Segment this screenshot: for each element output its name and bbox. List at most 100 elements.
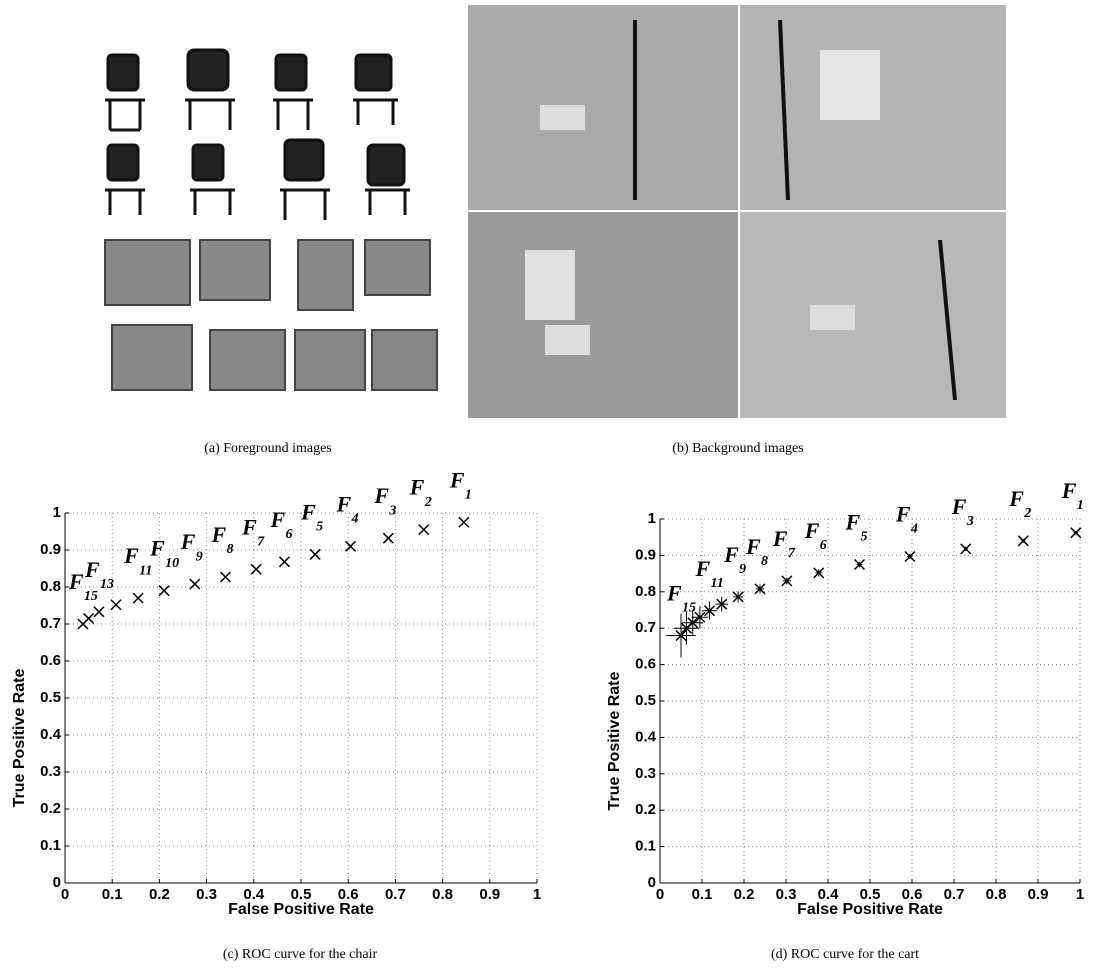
- y-tick-label: 0: [648, 874, 656, 891]
- point-label: F: [210, 522, 226, 547]
- point-label-sub: 3: [966, 514, 974, 529]
- point-label-sub: 4: [351, 512, 359, 527]
- point: [279, 557, 289, 567]
- point-label: F: [149, 536, 165, 561]
- x-tick-label: 0.1: [102, 886, 123, 903]
- x-axis-label: False Positive Rate: [797, 901, 943, 918]
- foreground-images: [105, 50, 410, 220]
- point-label-sub: 1: [465, 487, 472, 502]
- y-tick-label: 0.6: [635, 656, 656, 673]
- point-label: F: [449, 467, 465, 492]
- point: [419, 525, 429, 535]
- y-tick-label: 0.4: [40, 726, 62, 743]
- x-tick-label: 0.9: [479, 886, 500, 903]
- y-axis-label: True Positive Rate: [11, 669, 28, 808]
- point-label: F: [373, 483, 389, 508]
- x-tick-label: 0.8: [432, 886, 453, 903]
- point: [133, 593, 143, 603]
- point-label: F: [666, 581, 682, 606]
- point: [1071, 528, 1081, 538]
- figure: (a) Foreground images (b) Background ima…: [0, 0, 1094, 973]
- x-tick-label: 0: [61, 886, 69, 903]
- point: [251, 564, 261, 574]
- point-label: F: [409, 475, 425, 500]
- y-tick-label: 0.9: [635, 546, 656, 563]
- point-label: F: [723, 542, 739, 567]
- cart-images: [105, 240, 437, 390]
- point: [1018, 536, 1028, 546]
- x-tick-label: 0.9: [1028, 886, 1049, 903]
- point-label: F: [1061, 478, 1077, 503]
- point: [346, 541, 356, 551]
- point-label: F: [895, 502, 911, 527]
- y-tick-label: 0.2: [40, 800, 61, 817]
- y-tick-label: 0.8: [635, 583, 656, 600]
- point: [459, 517, 469, 527]
- point: [855, 560, 865, 570]
- point-label-sub: 2: [1023, 506, 1031, 521]
- x-axis-label: False Positive Rate: [228, 901, 374, 918]
- y-tick-label: 0.3: [40, 763, 61, 780]
- x-tick-label: 1: [1076, 886, 1084, 903]
- point-label-sub: 1: [1077, 498, 1084, 513]
- point-label: F: [745, 534, 761, 559]
- point-label-sub: 15: [84, 589, 98, 604]
- point-label: F: [241, 514, 257, 539]
- x-tick-label: 0.2: [149, 886, 170, 903]
- point-label-sub: 4: [910, 522, 918, 537]
- point-label: F: [300, 499, 316, 524]
- x-tick-label: 0.1: [692, 886, 713, 903]
- point-label: F: [336, 491, 352, 516]
- point: [111, 600, 121, 610]
- point-label: F: [772, 526, 788, 551]
- point: [383, 533, 393, 543]
- point-label-sub: 7: [788, 546, 796, 561]
- y-tick-label: 0.1: [40, 837, 61, 854]
- point-label: F: [695, 556, 711, 581]
- caption: (b) Background images: [672, 441, 803, 456]
- point-label: F: [180, 529, 196, 554]
- caption: (d) ROC curve for the cart: [771, 947, 919, 962]
- point-label-sub: 8: [226, 542, 233, 557]
- point: [905, 551, 915, 561]
- point-label: F: [269, 507, 285, 532]
- y-tick-label: 0.7: [40, 615, 61, 632]
- point-label-sub: 11: [711, 576, 724, 591]
- x-tick-label: 0.2: [734, 886, 755, 903]
- point-label-sub: 2: [424, 495, 432, 510]
- x-tick-label: 0.7: [385, 886, 406, 903]
- y-tick-label: 0.9: [40, 541, 61, 558]
- y-tick-label: 0.8: [40, 578, 61, 595]
- point-label-sub: 9: [196, 549, 203, 564]
- chart: 0 0.1 0.2 0.3 0.4 0.5 0.6 0.7 0.8 0.9 10 0.1 0.2 0.3 0…: [11, 467, 541, 918]
- point-label-sub: 3: [388, 503, 396, 518]
- point-label: F: [951, 494, 967, 519]
- y-tick-label: 0.2: [635, 801, 656, 818]
- x-tick-label: 0.3: [196, 886, 217, 903]
- point-label-sub: 10: [165, 556, 179, 571]
- point: [310, 549, 320, 559]
- y-tick-label: 0.4: [635, 728, 657, 745]
- point: [78, 619, 88, 629]
- point-label-sub: 8: [761, 554, 768, 569]
- background-images: [468, 5, 1006, 418]
- y-tick-label: 0.6: [40, 652, 61, 669]
- point-label-sub: 15: [682, 601, 696, 616]
- x-tick-label: 0: [656, 886, 664, 903]
- y-tick-label: 0.3: [635, 765, 656, 782]
- x-tick-label: 0.3: [776, 886, 797, 903]
- point-label-sub: 6: [820, 538, 827, 553]
- point-label-sub: 5: [316, 520, 323, 535]
- point-label-sub: 7: [257, 534, 265, 549]
- y-tick-label: 0.5: [40, 689, 61, 706]
- point: [159, 586, 169, 596]
- point-label: F: [123, 543, 139, 568]
- y-tick-label: 1: [648, 510, 656, 527]
- point: [220, 572, 230, 582]
- point-label: F: [845, 510, 861, 535]
- y-tick-label: 0.7: [635, 619, 656, 636]
- point: [190, 579, 200, 589]
- point-label-sub: 9: [739, 562, 746, 577]
- caption: (a) Foreground images: [204, 441, 332, 456]
